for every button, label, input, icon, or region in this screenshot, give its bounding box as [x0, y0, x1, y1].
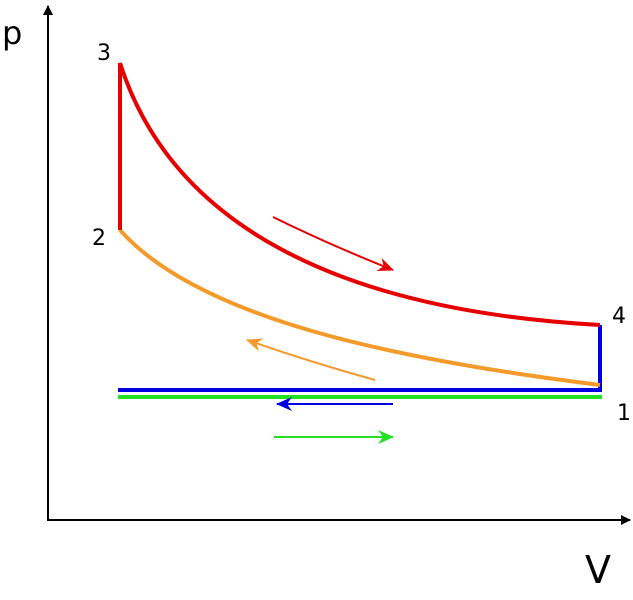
compression-curve: [118, 228, 601, 387]
x-axis-label: V: [585, 548, 611, 592]
point-label: 4: [612, 304, 626, 329]
point-label: 1: [617, 401, 631, 426]
arrow: [272, 216, 394, 271]
point-label: 2: [92, 226, 106, 251]
expansion-curve: [118, 62, 601, 327]
y-axis-label: p: [2, 14, 22, 52]
arrow: [246, 338, 376, 381]
point-label: 3: [97, 41, 111, 66]
